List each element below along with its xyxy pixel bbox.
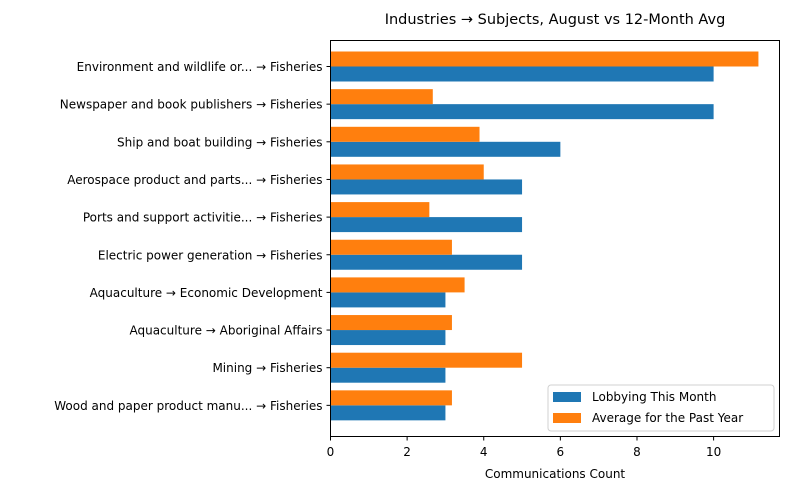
- y-tick-label: Ports and support activitie... → Fisheri…: [83, 211, 323, 225]
- legend-box: [547, 384, 775, 432]
- bar-average-past-year: [330, 202, 430, 218]
- bar-average-past-year: [330, 352, 523, 368]
- bar-lobbying-this-month: [330, 292, 446, 308]
- bar-lobbying-this-month: [330, 66, 714, 82]
- y-tick-label: Wood and paper product manu... → Fisheri…: [54, 399, 322, 413]
- legend-swatch-average: [553, 413, 581, 423]
- bar-average-past-year: [330, 126, 480, 142]
- x-axis-label: Communications Count: [485, 467, 626, 481]
- y-tick-label: Environment and wildlife or... → Fisheri…: [77, 60, 323, 74]
- legend: Lobbying This Month Average for the Past…: [547, 384, 775, 432]
- y-tick-label: Aquaculture → Economic Development: [90, 286, 323, 300]
- y-tick-label: Ship and boat building → Fisheries: [117, 135, 322, 149]
- y-tick-label: Aerospace product and parts... → Fisheri…: [67, 173, 322, 187]
- legend-label-average: Average for the Past Year: [592, 411, 743, 425]
- x-tick-label: 6: [557, 445, 565, 459]
- y-tick-label: Aquaculture → Aboriginal Affairs: [129, 324, 322, 338]
- bar-lobbying-this-month: [330, 367, 446, 383]
- y-tick-label: Newspaper and book publishers → Fisherie…: [60, 98, 323, 112]
- bar-average-past-year: [330, 164, 484, 180]
- bar-lobbying-this-month: [330, 217, 523, 233]
- y-tick-label: Electric power generation → Fisheries: [98, 248, 323, 262]
- bar-average-past-year: [330, 239, 452, 255]
- x-tick-label: 4: [480, 445, 488, 459]
- bar-lobbying-this-month: [330, 104, 714, 120]
- bar-average-past-year: [330, 277, 465, 293]
- bar-lobbying-this-month: [330, 179, 523, 195]
- axes-frame: [330, 40, 780, 437]
- chart-title: Industries → Subjects, August vs 12-Mont…: [385, 12, 726, 28]
- x-tick-label: 10: [706, 445, 721, 459]
- x-tick-label: 8: [633, 445, 641, 459]
- x-tick-label: 0: [327, 445, 335, 459]
- bar-lobbying-this-month: [330, 141, 561, 157]
- legend-label-lobbying: Lobbying This Month: [592, 390, 716, 404]
- bar-lobbying-this-month: [330, 330, 446, 346]
- bar-lobbying-this-month: [330, 254, 523, 270]
- bar-average-past-year: [330, 89, 433, 105]
- bar-average-past-year: [330, 51, 759, 67]
- legend-swatch-lobbying: [553, 392, 581, 402]
- y-tick-label: Mining → Fisheries: [212, 361, 322, 375]
- bar-average-past-year: [330, 315, 452, 331]
- x-tick-label: 2: [403, 445, 411, 459]
- bar-lobbying-this-month: [330, 405, 446, 421]
- bar-average-past-year: [330, 390, 452, 406]
